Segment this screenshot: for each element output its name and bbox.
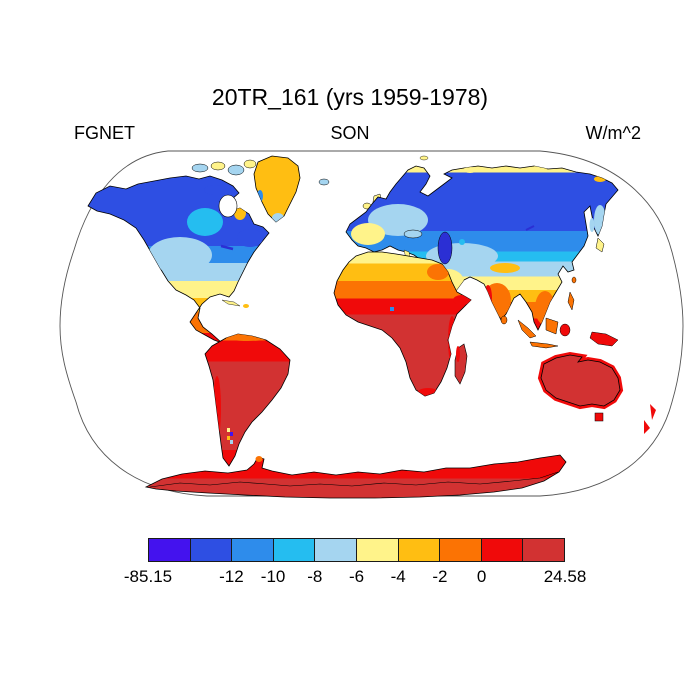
colorbar [148, 538, 565, 562]
europe-lightblue-patch [368, 204, 428, 236]
cuba [221, 299, 241, 307]
arctic-deepblue-patch [204, 185, 226, 195]
colorbar-tick-labels: -85.15 -12 -10 -8 -6 -4 -2 0 24.58 [124, 567, 586, 589]
andes-red-strip [213, 376, 221, 440]
new-guinea [589, 331, 619, 347]
colorbar-tick-label: 24.58 [543, 567, 587, 586]
iceland [318, 178, 330, 186]
east-africa-red-strip [448, 316, 456, 364]
subheader-row: FGNET SON W/m^2 [0, 123, 700, 145]
sumatra [517, 319, 537, 339]
arctic-island [191, 163, 209, 173]
australia [541, 355, 656, 434]
greenland [253, 155, 301, 223]
new-zealand-north [650, 404, 656, 420]
hudson-west-cyan-patch [187, 208, 223, 236]
colorbar-cell [190, 539, 233, 561]
svalbard [419, 155, 429, 161]
colorbar-cell [440, 539, 482, 561]
colorbar-tick-label: -6 [348, 567, 365, 586]
caspian-sea [437, 231, 453, 265]
lake-baikal [525, 225, 535, 231]
taiwan [571, 276, 577, 284]
colorbar-cell [356, 539, 399, 561]
antarctic-peninsula-orange-tip [255, 456, 263, 462]
units-label: W/m^2 [585, 123, 641, 143]
us-lightblue-patch [148, 237, 212, 273]
greenland-south-patch [272, 213, 284, 222]
patagonia-speck [227, 428, 230, 432]
hispaniola [243, 304, 249, 308]
arctic-island [210, 161, 226, 171]
madagascar [454, 343, 468, 385]
colorbar-cell [398, 539, 441, 561]
north-coast-orange-rim [225, 334, 271, 341]
greenland-west-speck [257, 190, 263, 202]
patagonia-speck [227, 436, 230, 440]
tasmania [594, 412, 604, 422]
colorbar-tick-label: -85.15 [123, 567, 173, 586]
madagascar-red-edge [456, 346, 460, 362]
arctic-archipelago [191, 159, 257, 176]
arctic-coast-spot [463, 167, 477, 173]
northeast-africa-orange [427, 264, 449, 280]
colorbar-cell [149, 539, 191, 561]
borneo [545, 317, 559, 335]
variable-label: FGNET [74, 123, 135, 143]
plot-title: 20TR_161 (yrs 1959-1978) [211, 84, 489, 110]
indonesia-islands [500, 276, 619, 349]
colorbar-tick-label: -10 [260, 567, 286, 586]
colorbar-tick-label: -8 [307, 567, 323, 586]
colorbar-cell [523, 539, 564, 561]
colorbar-tick-label: -4 [390, 567, 406, 586]
colorbar-cell [273, 539, 316, 561]
colorbar-tick-label: -12 [219, 567, 244, 586]
horn-of-africa-red [453, 295, 471, 305]
black-sea [403, 229, 423, 239]
congo-blue-speck [390, 307, 394, 311]
west-europe-paleyellow-patch [351, 223, 385, 245]
aral-sea [459, 239, 465, 245]
projection-outline [59, 150, 684, 497]
new-zealand-south [644, 420, 650, 434]
sakhalin [589, 218, 595, 232]
arctic-island [243, 159, 257, 169]
india-west-red-strip [484, 285, 492, 311]
colorbar-tick-label: -2 [432, 567, 448, 586]
colorbar-cell [315, 539, 357, 561]
sulawesi [559, 323, 571, 337]
colorbar-cell [481, 539, 524, 561]
arctic-island [227, 164, 245, 176]
patagonia-speck [230, 432, 233, 436]
japan [595, 237, 605, 253]
colorbar-tick-label: 0 [476, 567, 487, 586]
sri-lanka [500, 315, 508, 325]
hudson-bay [218, 194, 238, 218]
colorbar-cell [232, 539, 274, 561]
tibet-amber-patch [490, 263, 520, 273]
java [529, 341, 559, 349]
philippines [567, 291, 575, 311]
antarctica [145, 454, 567, 499]
north-america [87, 175, 270, 344]
great-lakes [220, 244, 234, 251]
patagonia-speck [230, 440, 233, 444]
kamchatka-lightblue [594, 205, 606, 235]
quebec-deepblue-patch [237, 229, 263, 247]
season-label: SON [330, 123, 370, 143]
south-america [204, 333, 291, 467]
antarctic-coastline-detail [149, 471, 559, 488]
